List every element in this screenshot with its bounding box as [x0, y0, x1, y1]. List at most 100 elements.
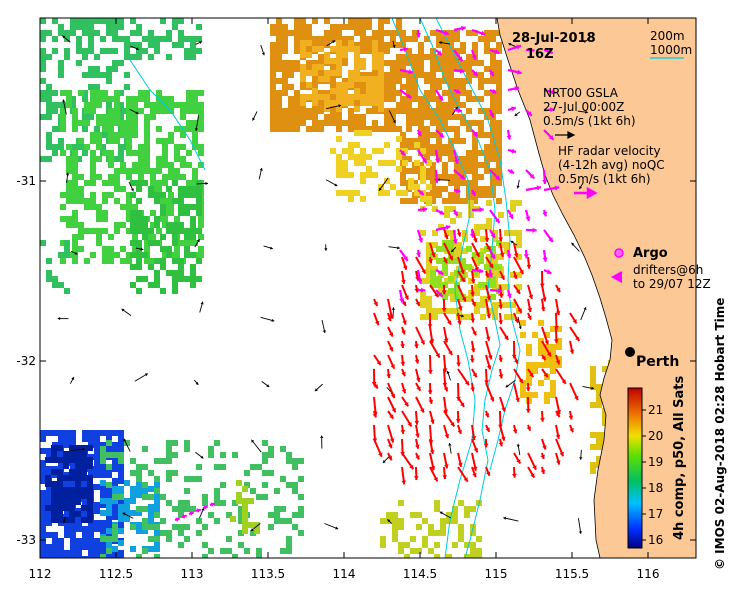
- drifter-vector-head: [516, 44, 521, 50]
- argo-legend-marker: [614, 248, 624, 258]
- radar-vector-head: [469, 358, 475, 363]
- drifter-vector-head: [417, 279, 423, 284]
- drifter-vector-head: [548, 237, 553, 242]
- radar-vector-head: [518, 378, 523, 383]
- radar-vector-head: [409, 464, 414, 470]
- gsla-vector-head: [585, 110, 588, 114]
- radar-vector-head: [401, 371, 406, 377]
- radar-vector-head: [464, 380, 469, 386]
- drifter-legend-line1: drifters@6h: [633, 263, 703, 277]
- radar-vector-head: [542, 445, 547, 450]
- drifter-vector-head: [455, 88, 461, 94]
- gsla-vector: [578, 518, 582, 534]
- drifter-vector-head: [459, 68, 465, 74]
- gsla-vector: [195, 115, 199, 131]
- radar-vector-head: [484, 273, 490, 278]
- radar-vector-head: [473, 238, 478, 243]
- isobath-200m-label: 200m: [650, 29, 685, 43]
- radar-vector-head: [498, 293, 504, 298]
- radar-legend-line2: (4-12h avg) noQC: [558, 158, 665, 172]
- radar-vector-head: [429, 449, 435, 454]
- drifter-vector-head: [422, 206, 427, 212]
- colorbar-tick: 16: [648, 533, 663, 547]
- argo-legend-label: Argo: [633, 246, 668, 261]
- radar-vector-head: [526, 264, 532, 269]
- gsla-vector-head: [130, 188, 134, 192]
- drifter-vector-head: [461, 25, 466, 31]
- city-label: Perth: [636, 354, 679, 370]
- radar-vector-head: [455, 419, 461, 423]
- drifter-vector-head: [550, 107, 555, 113]
- isobath-lines: [129, 18, 521, 558]
- radar-vector-head: [556, 409, 562, 415]
- gsla-vector-head: [62, 520, 66, 524]
- radar-vector-head: [460, 277, 465, 282]
- gsla-vector-head: [387, 519, 391, 523]
- gsla-vector-head: [335, 526, 339, 530]
- gsla-vector-head: [338, 104, 342, 108]
- drifter-vector-head: [509, 168, 515, 174]
- radar-vector-head: [431, 252, 436, 258]
- radar-vector-head: [444, 234, 449, 240]
- gsla-vector-head: [382, 460, 386, 463]
- drifter-vector-head: [459, 174, 465, 180]
- gsla-vector-head: [65, 172, 70, 176]
- isobath-1000m-label: 1000m: [650, 43, 692, 57]
- drifter-vector-head: [530, 47, 535, 53]
- gsla-vector: [251, 439, 262, 453]
- gsla-legend-arrow: [555, 131, 576, 139]
- drifter-vector-head: [437, 291, 443, 297]
- radar-vector-head: [572, 319, 577, 324]
- colorbar-tick: 18: [648, 481, 663, 495]
- radar-vector-head: [415, 433, 420, 438]
- radar-vector-head: [430, 466, 436, 471]
- radar-vector-head: [444, 433, 450, 439]
- perth-marker: [625, 347, 635, 357]
- radar-vector-head: [448, 255, 454, 261]
- gsla-vector-head: [62, 99, 66, 103]
- radar-vector-head: [525, 387, 531, 392]
- radar-vector-head: [517, 308, 522, 313]
- radar-legend-arrow: [574, 186, 598, 200]
- gsla-vector-head: [439, 511, 443, 515]
- gsla-vector-head: [194, 128, 199, 131]
- drifter-vector-head: [525, 216, 531, 221]
- radar-vector-head: [413, 476, 419, 481]
- gsla-vector-head: [266, 384, 270, 387]
- gsla-legend-line1: NRT00 GSLA: [543, 86, 619, 100]
- radar-vector-head: [428, 259, 433, 264]
- radar-vector-head: [515, 397, 520, 402]
- radar-vector-head: [388, 332, 394, 337]
- gsla-vector-head: [516, 443, 520, 447]
- radar-vector-head: [486, 314, 492, 319]
- gsla-vector-head: [448, 443, 452, 446]
- radar-vector-head: [372, 413, 378, 418]
- colorbar-tick: 19: [648, 455, 663, 469]
- drifter-vector-head: [436, 50, 442, 56]
- radar-vector-head: [389, 438, 395, 443]
- drifter-vector-head: [422, 158, 427, 164]
- x-tick-label: 114.5: [403, 567, 437, 581]
- gsla-vector-head: [324, 248, 328, 251]
- gsla-vector-head: [195, 381, 199, 385]
- drifter-tracks: [174, 25, 560, 522]
- gsla-vector-head: [205, 181, 209, 186]
- drifter-vector-head: [399, 298, 405, 303]
- radar-vector-head: [415, 444, 420, 449]
- gsla-vector-head: [378, 187, 382, 191]
- radar-vector-head: [428, 370, 433, 374]
- radar-vector-head: [486, 295, 491, 301]
- radar-vector-head: [470, 387, 475, 392]
- gsla-vector-head: [144, 373, 148, 377]
- radar-vector-head: [402, 265, 408, 270]
- drifter-vector-head: [400, 150, 405, 156]
- copyright-caption: © IMOS 02-Aug-2018 02:28 Hobart Time: [713, 298, 727, 570]
- gsla-vector: [326, 104, 342, 110]
- gsla-vector-head: [135, 47, 139, 51]
- radar-vector-head: [498, 442, 504, 447]
- drifter-vector-head: [495, 175, 500, 181]
- drifter-vector-head: [472, 71, 478, 76]
- radar-vector-head: [387, 455, 393, 461]
- radar-vector-head: [568, 415, 574, 420]
- radar-vector-head: [420, 340, 425, 345]
